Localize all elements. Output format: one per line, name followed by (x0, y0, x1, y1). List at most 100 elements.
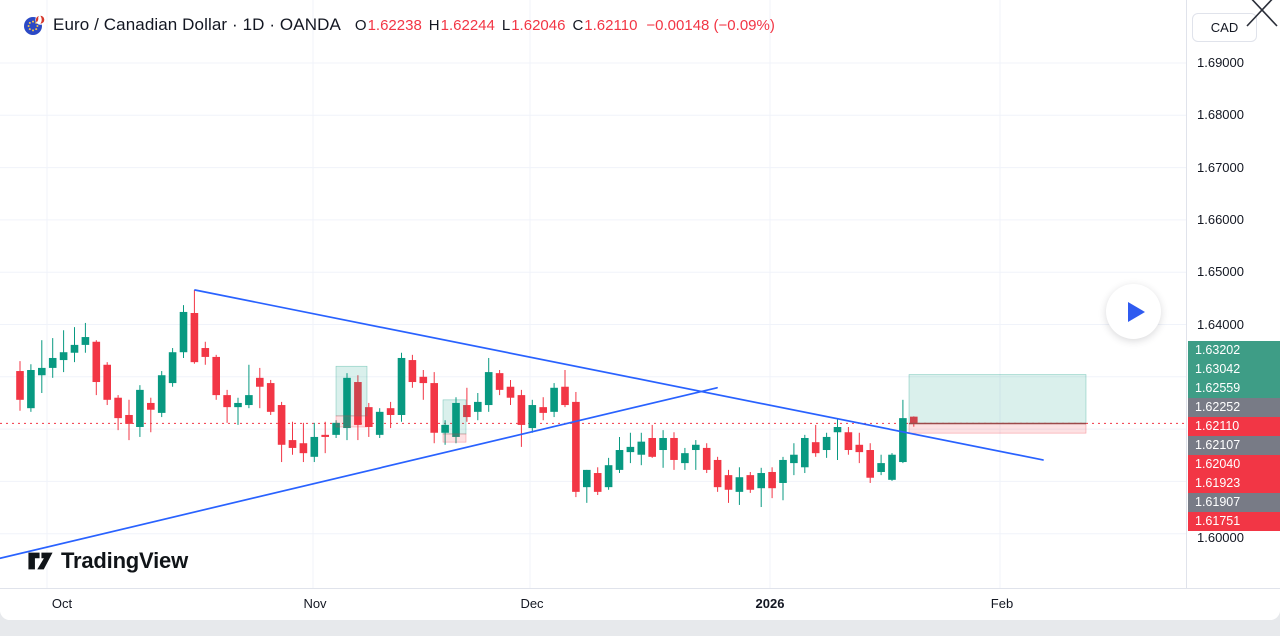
candle-body (321, 434, 329, 437)
candle-body (408, 360, 417, 383)
position-profit-zone[interactable] (908, 374, 1087, 424)
open-label: O (354, 16, 367, 34)
candle-body (365, 407, 373, 428)
play-icon (1127, 301, 1145, 322)
candle-body (452, 402, 460, 437)
candle-body (27, 370, 35, 409)
candle-body (386, 408, 395, 415)
chart-panel: Euro / Canadian Dollar · 1D · OANDA O 1.6… (0, 0, 1280, 620)
candle-body (561, 386, 569, 406)
candle-body (70, 344, 79, 353)
candle-body (245, 395, 253, 406)
position-profit-zone[interactable] (335, 365, 368, 417)
candle-body (103, 364, 111, 400)
candle-body (201, 348, 210, 357)
symbol-header[interactable]: Euro / Canadian Dollar · 1D · OANDA O 1.6… (24, 12, 775, 38)
low-label: L (501, 16, 511, 34)
candle-body (59, 352, 68, 361)
price-tick-label: 1.67000 (1197, 159, 1244, 175)
candle-body (659, 437, 667, 451)
time-axis-label: 2026 (755, 596, 785, 611)
candle-body (92, 341, 101, 383)
candle-body (484, 372, 493, 406)
candlestick-chart[interactable] (0, 0, 1186, 588)
time-axis-label: Nov (303, 596, 327, 611)
candle-body (626, 446, 635, 453)
price-tick-label: 1.68000 (1197, 107, 1244, 123)
position-stop-price-label[interactable]: 1.61751 (1188, 512, 1280, 531)
candle-body (637, 441, 646, 455)
open-value: 1.62238 (367, 16, 422, 34)
tradingview-logo[interactable]: TradingView (27, 548, 188, 574)
position-stop-price-label[interactable]: 1.61923 (1188, 474, 1280, 493)
position-loss-zone[interactable] (335, 415, 368, 428)
candle-body (397, 357, 406, 415)
high-label: H (428, 16, 440, 34)
candle-body (899, 418, 907, 463)
candle-body (179, 311, 188, 353)
position-loss-zone[interactable] (908, 423, 1087, 434)
candle-body (234, 402, 242, 408)
time-axis-label: Dec (520, 596, 544, 611)
candle-body (277, 405, 286, 445)
time-axis-label: Oct (51, 596, 73, 611)
position-target-price-label[interactable]: 1.63202 (1188, 341, 1280, 360)
candle-body (583, 469, 591, 488)
candle-body (692, 444, 700, 451)
time-axis[interactable]: Oct Nov Dec 2026 Feb (0, 588, 1280, 620)
price-axis[interactable]: 1.69000 1.68000 1.67000 1.66000 1.65000 1.640… (1186, 0, 1280, 588)
current-price-label[interactable]: 1.62110 (1188, 417, 1280, 436)
candle-body (550, 387, 558, 412)
candle-body (844, 432, 853, 451)
position-stop-price-label[interactable]: 1.62040 (1188, 455, 1280, 474)
eur-cad-pair-icon (24, 14, 46, 36)
candle-body (16, 371, 24, 400)
candle-body (125, 414, 133, 424)
position-entry-price-label[interactable]: 1.62252 (1188, 398, 1280, 417)
candle-body (801, 437, 809, 468)
candle-body (790, 454, 798, 464)
candle-body (430, 383, 438, 433)
candle-body (713, 459, 722, 488)
position-entry-price-label[interactable]: 1.62107 (1188, 436, 1280, 455)
candle-body (38, 367, 46, 376)
candle-body (746, 475, 755, 490)
candle-body (517, 395, 526, 425)
candle-body (593, 473, 602, 492)
play-button[interactable] (1106, 284, 1161, 339)
candle-body (81, 337, 90, 345)
price-tick-label: 1.64000 (1197, 316, 1244, 332)
low-value: 1.62046 (511, 16, 566, 34)
candle-body (681, 453, 689, 464)
candle-body (168, 352, 177, 384)
symbol-title[interactable]: Euro / Canadian Dollar · 1D · OANDA (53, 15, 341, 34)
candle-body (506, 386, 515, 398)
candle-body (539, 407, 547, 413)
candle-body (670, 437, 678, 460)
position-target-price-label[interactable]: 1.62559 (1188, 379, 1280, 398)
position-loss-zone[interactable] (442, 433, 467, 443)
close-icon[interactable] (1243, 0, 1280, 30)
candle-body (702, 447, 711, 470)
currency-button[interactable]: CAD (1192, 13, 1257, 42)
position-entry-price-label[interactable]: 1.61907 (1188, 493, 1280, 512)
candle-body (375, 411, 384, 435)
price-tick-label: 1.65000 (1197, 264, 1244, 280)
candle-body (866, 450, 874, 478)
candle-body (147, 402, 155, 410)
candle-body (615, 450, 624, 470)
candle-body (256, 377, 264, 387)
candle-body (648, 437, 656, 457)
position-profit-zone[interactable] (442, 399, 467, 435)
candle-body (910, 416, 918, 424)
candle-body (354, 382, 362, 425)
price-tick-label: 1.60000 (1197, 530, 1244, 545)
candle-body (310, 436, 319, 457)
position-target-price-label[interactable]: 1.63042 (1188, 360, 1280, 379)
candle-body (572, 401, 580, 492)
price-tick-label: 1.69000 (1197, 55, 1244, 70)
candle-body (833, 427, 842, 433)
candle-body (779, 459, 787, 483)
trendline[interactable] (194, 289, 1044, 461)
trendline[interactable] (0, 386, 718, 560)
